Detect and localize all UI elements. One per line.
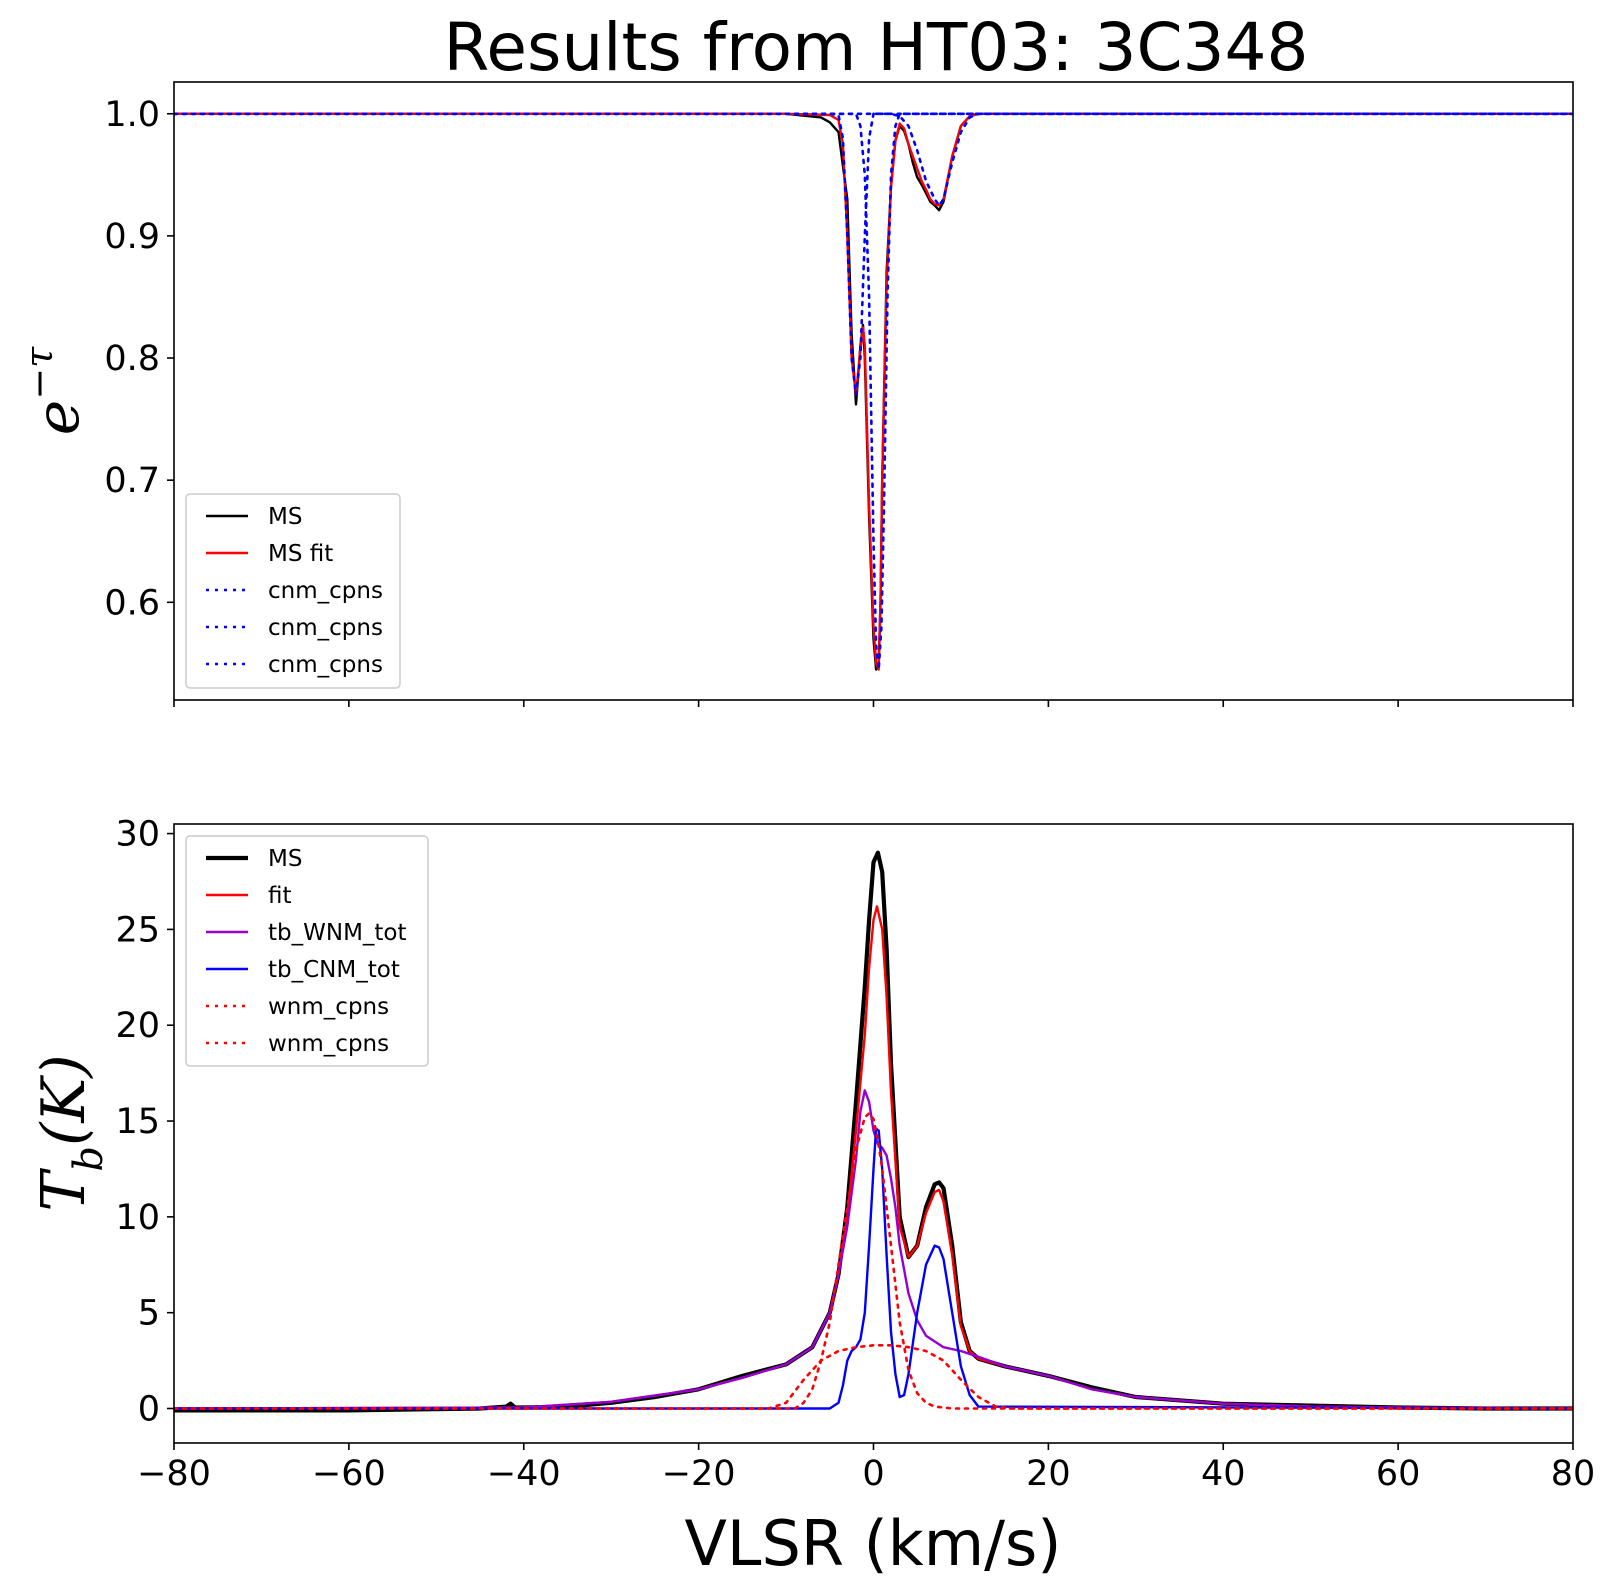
brightness-temperature-ylabel: Tb(K) [29, 1054, 112, 1211]
brightness-temperature-legend-label: fit [268, 883, 292, 909]
optical-depth-series-cnm-cpns-line [174, 112, 1573, 397]
brightness-temperature-ytick-label: 0 [138, 1390, 160, 1430]
brightness-temperature-xtick-label: −20 [662, 1454, 736, 1494]
brightness-temperature-xtick-label: −40 [487, 1454, 561, 1494]
brightness-temperature-series-wnm-cpns-line [174, 1344, 1573, 1410]
brightness-temperature-legend-box [185, 835, 429, 1067]
ylabel-superscript: −τ [17, 346, 61, 400]
brightness-temperature-xtick-label: 20 [1026, 1454, 1071, 1494]
brightness-temperature-xtick-label: −80 [137, 1454, 211, 1494]
ylabel-base: e [23, 400, 93, 436]
brightness-temperature-xtick-label: 60 [1376, 1454, 1421, 1494]
brightness-temperature-series-tb-cnm-tot-line [174, 1127, 1573, 1410]
optical-depth-legend-label: MS fit [268, 541, 333, 567]
ylabel-rest: (K) [29, 1054, 99, 1146]
optical-depth-series-cnm-cpns-line [174, 112, 1573, 671]
optical-depth-legend-label: MS [268, 504, 302, 530]
brightness-temperature-ytick-label: 10 [115, 1198, 160, 1238]
optical-depth-lines [174, 112, 1573, 671]
brightness-temperature-ticks: −80 −60 −40 −20 0 20 40 60 80 0 5 10 15 20 25 30 [115, 815, 1595, 1494]
optical-depth-ytick-label: 0.8 [104, 339, 160, 379]
optical-depth-ytick-label: 1.0 [104, 95, 160, 135]
optical-depth-ytick-label: 0.9 [104, 217, 160, 257]
brightness-temperature-xtick-label: 0 [862, 1454, 884, 1494]
optical-depth-ytick-label: 0.6 [104, 583, 160, 623]
brightness-temperature-legend-label: tb_CNM_tot [268, 957, 400, 983]
brightness-temperature-xtick-label: −60 [312, 1454, 386, 1494]
optical-depth-ticks: 0.6 0.7 0.8 0.9 1.0 [104, 95, 1574, 707]
ylabel-base: T [29, 1168, 99, 1212]
optical-depth-legend: MS MS fit cnm_cpns cnm_cpns cnm_cpns [185, 493, 401, 689]
xaxis-label: VLSR (km/s) [685, 1507, 1062, 1580]
brightness-temperature-lines [174, 850, 1573, 1413]
brightness-temperature-ytick-label: 30 [115, 815, 160, 855]
optical-depth-legend-label: cnm_cpns [268, 578, 383, 604]
ylabel-subscript: b [66, 1146, 112, 1172]
optical-depth-ylabel: e−τ [17, 346, 93, 435]
brightness-temperature-legend-label: wnm_cpns [268, 1031, 389, 1057]
brightness-temperature-ytick-label: 25 [115, 910, 160, 950]
brightness-temperature-legend-label: tb_WNM_tot [268, 920, 407, 946]
optical-depth-ytick-label: 0.7 [104, 461, 160, 501]
optical-depth-legend-label: cnm_cpns [268, 615, 383, 641]
brightness-temperature-ytick-label: 15 [115, 1102, 160, 1142]
optical-depth-series-cnm-cpns-line [174, 112, 1573, 207]
optical-depth-legend-label: cnm_cpns [268, 652, 383, 678]
brightness-temperature-xtick-label: 40 [1201, 1454, 1246, 1494]
brightness-temperature-ytick-label: 20 [115, 1006, 160, 1046]
brightness-temperature-series-wnm-cpns-line [174, 1112, 1573, 1410]
brightness-temperature-legend-label: MS [268, 846, 302, 872]
brightness-temperature-series-tb-wnm-tot-line [174, 1089, 1573, 1410]
brightness-temperature-legend: MS fit tb_WNM_tot tb_CNM_tot wnm_cpns wnm_cpn… [185, 835, 429, 1067]
chart-title: Results from HT03: 3C348 [443, 9, 1308, 86]
brightness-temperature-ytick-label: 5 [138, 1294, 160, 1334]
brightness-temperature-xtick-label: 80 [1551, 1454, 1596, 1494]
brightness-temperature-legend-label: wnm_cpns [268, 994, 389, 1020]
optical-depth-legend-box [185, 493, 401, 689]
optical-depth-panel: 0.6 0.7 0.8 0.9 1.0 e−τ MS MS fit cnm_cpns cnm_… [17, 81, 1574, 707]
